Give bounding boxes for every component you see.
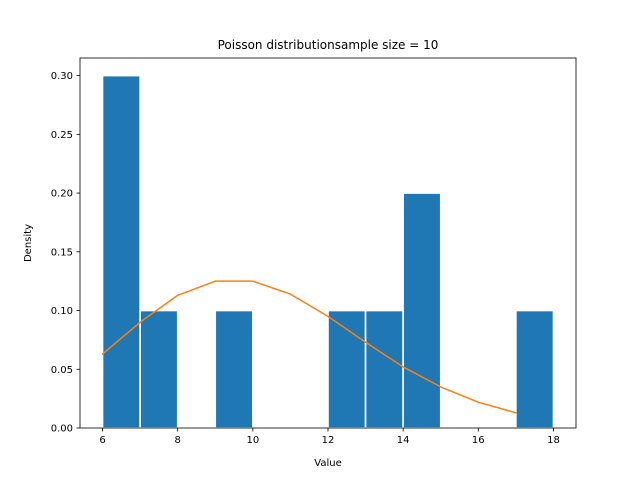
pmf-line bbox=[101, 280, 517, 414]
y-axis-label: Density bbox=[23, 224, 34, 262]
histogram-bar bbox=[327, 309, 367, 429]
y-tick-label: 0.00 bbox=[51, 424, 73, 435]
y-tick-label: 0.05 bbox=[51, 365, 73, 376]
histogram-bar bbox=[402, 192, 442, 429]
histogram-bar bbox=[515, 309, 555, 429]
histogram-bar bbox=[364, 309, 404, 429]
histogram-bar bbox=[214, 309, 254, 429]
x-tick-label: 14 bbox=[397, 435, 410, 446]
y-tick-label: 0.25 bbox=[51, 130, 73, 141]
x-axis-ticks: 6 8 10 12 14 16 18 bbox=[99, 428, 560, 446]
x-tick-label: 18 bbox=[547, 435, 560, 446]
y-tick-label: 0.30 bbox=[51, 71, 73, 82]
x-tick-label: 16 bbox=[472, 435, 485, 446]
histogram-bars bbox=[101, 74, 555, 429]
x-tick-label: 6 bbox=[99, 435, 105, 446]
x-axis-label: Value bbox=[314, 458, 341, 469]
y-tick-label: 0.20 bbox=[51, 189, 73, 200]
y-tick-label: 0.15 bbox=[51, 247, 73, 258]
x-tick-label: 8 bbox=[175, 435, 181, 446]
x-tick-label: 10 bbox=[246, 435, 259, 446]
histogram-bar bbox=[101, 74, 141, 429]
pmf-line-group bbox=[101, 280, 517, 414]
histogram-bar bbox=[139, 309, 179, 429]
y-tick-label: 0.10 bbox=[51, 306, 73, 317]
y-axis-ticks: 0.00 0.05 0.10 0.15 0.20 0.25 0.30 bbox=[51, 71, 80, 435]
chart-title: Poisson distributionsample size = 10 bbox=[218, 38, 439, 52]
x-tick-label: 12 bbox=[322, 435, 335, 446]
